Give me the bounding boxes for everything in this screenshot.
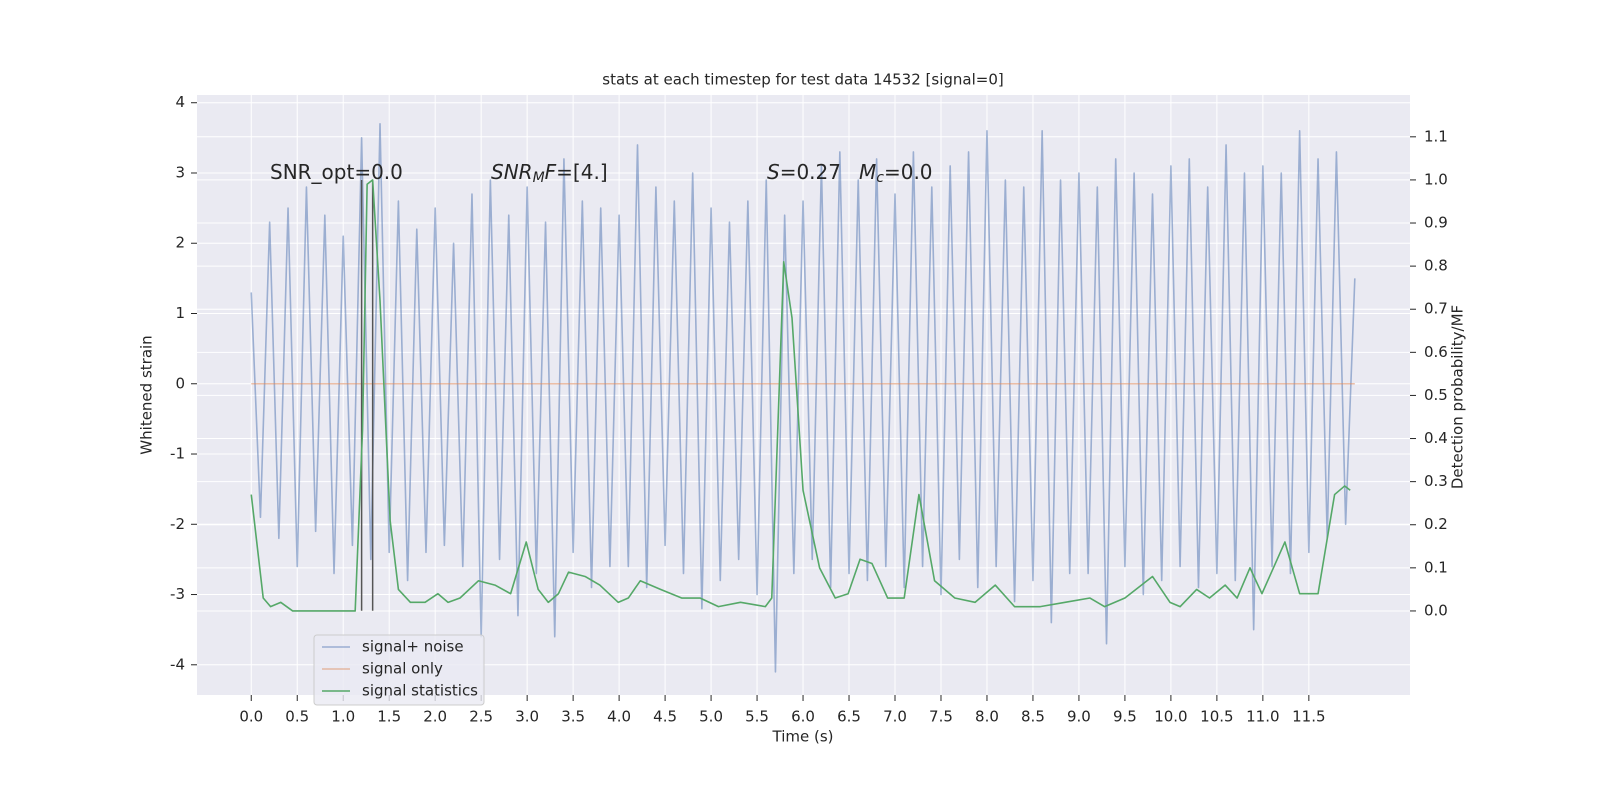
y-tick-label: 1	[175, 304, 185, 322]
annotation-part: c	[876, 170, 884, 186]
y2-tick-label: 0.5	[1424, 386, 1448, 404]
annotation: SNRMF=[4.]	[491, 160, 608, 187]
annotation: SNR_opt=0.0	[270, 160, 403, 184]
x-tick-label: 8.0	[975, 708, 999, 726]
y2-tick-label: 0.0	[1424, 601, 1448, 619]
annotation: S=0.27	[767, 160, 841, 184]
y2-axis-label: Detection probability/MF	[1449, 305, 1467, 489]
y-tick-label: 0	[175, 374, 185, 392]
series-line	[250, 123, 1356, 673]
x-tick-label: 11.5	[1292, 708, 1325, 726]
marks	[250, 123, 1356, 673]
annotation-part: =[4.]	[556, 160, 607, 184]
x-tick-label: 11.0	[1246, 708, 1279, 726]
y2-tick-label: 0.6	[1424, 343, 1448, 361]
y2-tick-label: 0.8	[1424, 257, 1448, 275]
legend-label: signal statistics	[362, 682, 478, 700]
x-tick-label: 2.5	[469, 708, 493, 726]
x-tick-label: 6.5	[837, 708, 861, 726]
x-axis-label: Time (s)	[772, 728, 834, 746]
annotation-part: =0.0	[884, 160, 933, 184]
x-tick-label: 5.5	[745, 708, 769, 726]
x-tick-label: 6.0	[791, 708, 815, 726]
annotation-part: SNR	[491, 160, 533, 184]
y-tick-label: 3	[175, 163, 185, 181]
x-tick-label: 4.0	[607, 708, 631, 726]
x-tick-label: 9.5	[1113, 708, 1137, 726]
annotation-part: M	[859, 160, 876, 184]
legend-label: signal only	[362, 660, 443, 678]
y2-tick-label: 1.1	[1424, 127, 1448, 145]
x-tick-label: 8.5	[1021, 708, 1045, 726]
y-tick-label: 2	[175, 234, 185, 252]
grid	[197, 95, 1410, 695]
annotation-part: F	[545, 160, 557, 184]
y2-tick-label: 0.3	[1424, 472, 1448, 490]
x-tick-label: 0.0	[239, 708, 263, 726]
annotation: Mc=0.0	[859, 160, 933, 187]
x-tick-label: 3.5	[561, 708, 585, 726]
y2-tick-label: 0.7	[1424, 300, 1448, 318]
annotation-part: S	[767, 160, 780, 184]
y2-tick-label: 1.0	[1424, 170, 1448, 188]
annotation-part: =0.27	[780, 160, 841, 184]
x-tick-label: 1.5	[377, 708, 401, 726]
y2-tick-label: 0.9	[1424, 214, 1448, 232]
y-tick-label: -3	[170, 585, 185, 603]
x-tick-label: 10.0	[1154, 708, 1187, 726]
y-tick-label: -1	[170, 445, 185, 463]
x-tick-label: 5.0	[699, 708, 723, 726]
x-tick-label: 4.5	[653, 708, 677, 726]
y2-tick-label: 0.4	[1424, 429, 1448, 447]
y-axis-label: Whitened strain	[138, 335, 156, 454]
x-tick-label: 9.0	[1067, 708, 1091, 726]
x-tick-label: 0.5	[285, 708, 309, 726]
annotation-part: SNR_opt=0.0	[270, 160, 403, 184]
y-tick-label: -2	[170, 515, 185, 533]
x-tick-label: 7.0	[883, 708, 907, 726]
x-tick-label: 3.0	[515, 708, 539, 726]
x-tick-label: 1.0	[331, 708, 355, 726]
y-tick-label: 4	[175, 93, 185, 111]
y-tick-label: -4	[170, 655, 185, 673]
y2-tick-label: 0.2	[1424, 515, 1448, 533]
annotation-part: M	[533, 170, 545, 186]
legend-label: signal+ noise	[362, 638, 464, 656]
legend-box	[313, 634, 485, 706]
x-tick-label: 2.0	[423, 708, 447, 726]
y2-tick-label: 0.1	[1424, 558, 1448, 576]
chart-title: stats at each timestep for test data 145…	[602, 71, 1003, 89]
x-tick-label: 10.5	[1200, 708, 1233, 726]
series-line	[250, 179, 1351, 612]
x-tick-label: 7.5	[929, 708, 953, 726]
